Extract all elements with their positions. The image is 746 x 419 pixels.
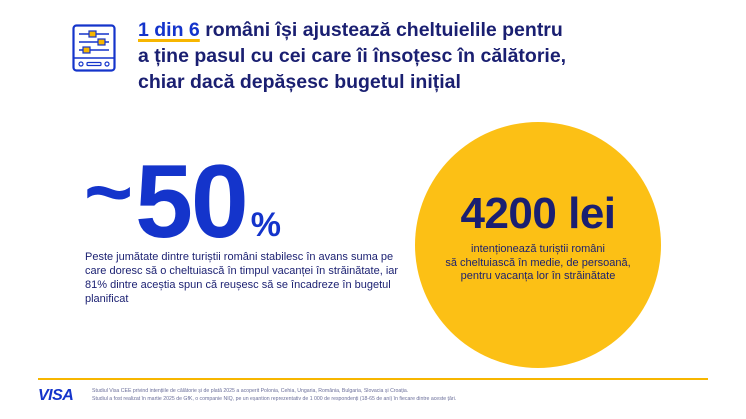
percent-stat-value: 50 <box>135 144 249 260</box>
spend-desc-line-2: să cheltuiască în medie, de persoană, <box>445 256 631 269</box>
sliders-panel-icon <box>72 24 116 72</box>
headline-line-3: chiar dacă depășesc bugetul inițial <box>138 71 461 93</box>
visa-logo: VISA <box>38 387 74 404</box>
spend-desc-line-1: intenționează turiștii români <box>471 243 605 255</box>
spend-stat-value: 4200 lei <box>460 189 616 238</box>
percent-stat-unit: % <box>250 206 281 244</box>
spend-desc-line-3: pentru vacanța lor în străinătate <box>460 270 616 282</box>
percent-stat-description: Peste jumătate dintre turiștii români st… <box>85 251 399 305</box>
footnotes: Studiul Visa CEE privind intențiile de c… <box>92 387 652 403</box>
percent-stat: ~ 50 % <box>84 144 281 260</box>
headline-line-1: români își ajustează cheltuielile pentru <box>199 19 563 41</box>
headline: 1 din 6 români își ajustează cheltuielil… <box>138 17 698 95</box>
headline-stat: 1 din 6 <box>138 19 200 41</box>
footnote-line-1: Studiul Visa CEE privind intențiile de c… <box>92 388 409 394</box>
percent-stat-tilde: ~ <box>84 145 134 239</box>
footnote-line-2: Studiul a fost realizat în martie 2025 d… <box>92 396 457 402</box>
headline-line-2: a ține pasul cu cei care îi însoțesc în … <box>138 45 567 67</box>
yellow-circle <box>415 122 661 368</box>
spend-stat-description: intenționează turiștii români să cheltui… <box>415 243 661 284</box>
footer-divider <box>38 378 708 380</box>
